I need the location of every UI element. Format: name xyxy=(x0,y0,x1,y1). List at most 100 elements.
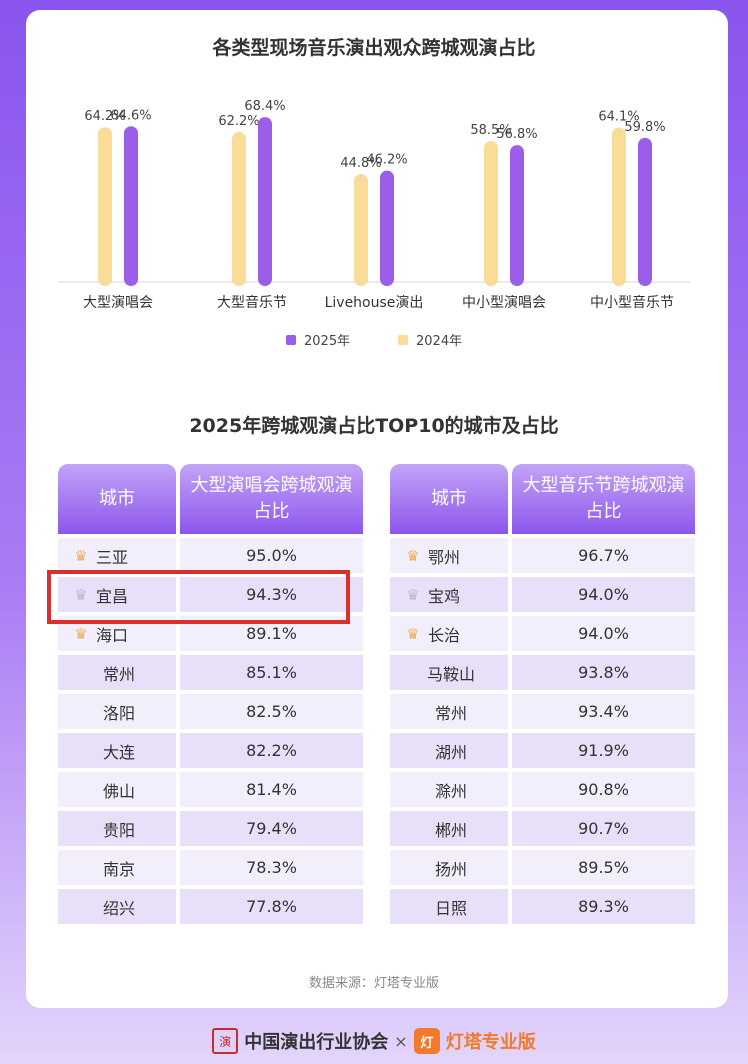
table-row: 洛阳 82.5% xyxy=(58,694,363,729)
city-cell: ♛ 三亚 xyxy=(58,538,176,573)
association-seal-icon: 演 xyxy=(212,1028,239,1054)
dengta-logo-icon: 灯 xyxy=(413,1028,440,1054)
ratio-cell: 91.9% xyxy=(512,733,695,768)
city-name: 常州 xyxy=(434,703,467,723)
data-label: 46.2% xyxy=(366,153,407,168)
ratio-cell: 82.2% xyxy=(180,733,363,768)
crown-icon: ♛ xyxy=(406,546,420,565)
bar-chart-title: 各类型现场音乐演出观众跨城观演占比 xyxy=(212,37,536,59)
city-name: 南京 xyxy=(102,859,135,879)
data-label: 68.4% xyxy=(244,99,285,114)
table-row: 常州 93.4% xyxy=(390,694,695,729)
ratio-cell: 85.1% xyxy=(180,655,363,690)
brand-name: 灯塔专业版 xyxy=(445,1032,536,1053)
city-name: 海口 xyxy=(96,625,129,645)
table-header-city: 城市 xyxy=(390,464,508,534)
city-cell: 扬州 xyxy=(390,850,508,885)
crown-icon: ♛ xyxy=(406,624,420,643)
table-row: 常州 85.1% xyxy=(58,655,363,690)
festival-top10-table: 城市 大型音乐节跨城观演占比 ♛ 鄂州 96.7% ♛ 宝鸡 94.0% ♛ 长治 94.0% 马… xyxy=(390,464,695,928)
city-name: 宜昌 xyxy=(96,586,129,606)
table-row: 湖州 91.9% xyxy=(390,733,695,768)
category-label: 大型音乐节 xyxy=(217,294,287,311)
city-cell: 常州 xyxy=(390,694,508,729)
city-cell: ♛ 宝鸡 xyxy=(390,577,508,612)
ratio-cell: 81.4% xyxy=(180,772,363,807)
ratio-cell: 95.0% xyxy=(180,538,363,573)
city-name: 马鞍山 xyxy=(426,664,475,684)
ratio-cell: 79.4% xyxy=(180,811,363,846)
data-label: 58.5% xyxy=(470,123,511,138)
ratio-cell: 82.5% xyxy=(180,694,363,729)
bar-2025 xyxy=(380,170,394,286)
city-cell: 贵阳 xyxy=(58,811,176,846)
table-row: 大连 82.2% xyxy=(58,733,363,768)
bar-2025 xyxy=(638,137,652,286)
city-cell: 大连 xyxy=(58,733,176,768)
category-label: Livehouse演出 xyxy=(325,295,424,311)
city-cell: 湖州 xyxy=(390,733,508,768)
table-row: 扬州 89.5% xyxy=(390,850,695,885)
city-cell: 南京 xyxy=(58,850,176,885)
concert-top10-table: 城市 大型演唱会跨城观演占比 ♛ 三亚 95.0% ♛ 宜昌 94.3% ♛ 海口 89.1% 常… xyxy=(58,464,363,928)
ratio-cell: 78.3% xyxy=(180,850,363,885)
bar-2025 xyxy=(124,126,138,286)
ratio-cell: 96.7% xyxy=(512,538,695,573)
legend-swatch xyxy=(398,335,408,345)
ratio-cell: 93.4% xyxy=(512,694,695,729)
city-name: 郴州 xyxy=(434,820,467,840)
ratio-cell: 77.8% xyxy=(180,889,363,924)
city-cell: 常州 xyxy=(58,655,176,690)
table-row: 郴州 90.7% xyxy=(390,811,695,846)
category-label: 中小型音乐节 xyxy=(590,294,674,311)
table-row: ♛ 三亚 95.0% xyxy=(58,538,363,573)
city-cell: 马鞍山 xyxy=(390,655,508,690)
bar-2024 xyxy=(354,173,368,286)
data-label: 44.8% xyxy=(340,156,381,171)
city-cell: 洛阳 xyxy=(58,694,176,729)
table-header-ratio: 大型演唱会跨城观演占比 xyxy=(180,464,363,534)
table-row: 南京 78.3% xyxy=(58,850,363,885)
times-sign: × xyxy=(394,1031,408,1051)
table-header-city: 城市 xyxy=(58,464,176,534)
city-name: 扬州 xyxy=(434,859,467,879)
city-name: 贵阳 xyxy=(102,820,135,840)
table-row: 贵阳 79.4% xyxy=(58,811,363,846)
data-label: 62.2% xyxy=(218,114,259,129)
ratio-cell: 94.0% xyxy=(512,577,695,612)
city-name: 鄂州 xyxy=(428,547,461,567)
crown-icon: ♛ xyxy=(74,546,88,565)
ratio-cell: 90.8% xyxy=(512,772,695,807)
association-name: 中国演出行业协会 xyxy=(244,1032,389,1053)
bar-2024 xyxy=(232,132,246,286)
city-cell: 郴州 xyxy=(390,811,508,846)
ratio-cell: 90.7% xyxy=(512,811,695,846)
legend-label: 2025年 xyxy=(304,334,350,349)
table-row: ♛ 长治 94.0% xyxy=(390,616,695,651)
city-name: 日照 xyxy=(434,898,467,918)
data-label: 56.8% xyxy=(496,127,537,142)
ratio-cell: 94.3% xyxy=(180,577,363,612)
crown-icon: ♛ xyxy=(74,624,88,643)
city-name: 常州 xyxy=(102,664,135,684)
city-cell: 滁州 xyxy=(390,772,508,807)
footer-logos: 演 中国演出行业协会 × 灯 灯塔专业版 xyxy=(0,1024,748,1058)
highlight-box xyxy=(47,570,350,624)
crown-icon: ♛ xyxy=(74,585,88,604)
data-label: 64.6% xyxy=(110,108,151,123)
ratio-cell: 89.5% xyxy=(512,850,695,885)
bar-2025 xyxy=(510,145,524,286)
city-cell: ♛ 宜昌 xyxy=(58,577,176,612)
table-row: 日照 89.3% xyxy=(390,889,695,924)
city-cell: ♛ 鄂州 xyxy=(390,538,508,573)
city-name: 宝鸡 xyxy=(428,586,461,606)
city-cell: ♛ 长治 xyxy=(390,616,508,651)
ratio-cell: 93.8% xyxy=(512,655,695,690)
city-name: 三亚 xyxy=(96,547,129,567)
city-name: 长治 xyxy=(428,625,461,645)
city-name: 佛山 xyxy=(102,781,135,801)
category-label: 大型演唱会 xyxy=(83,295,153,311)
bar-2024 xyxy=(484,140,498,286)
category-label: 中小型演唱会 xyxy=(462,295,546,311)
data-label: 59.8% xyxy=(624,120,665,135)
